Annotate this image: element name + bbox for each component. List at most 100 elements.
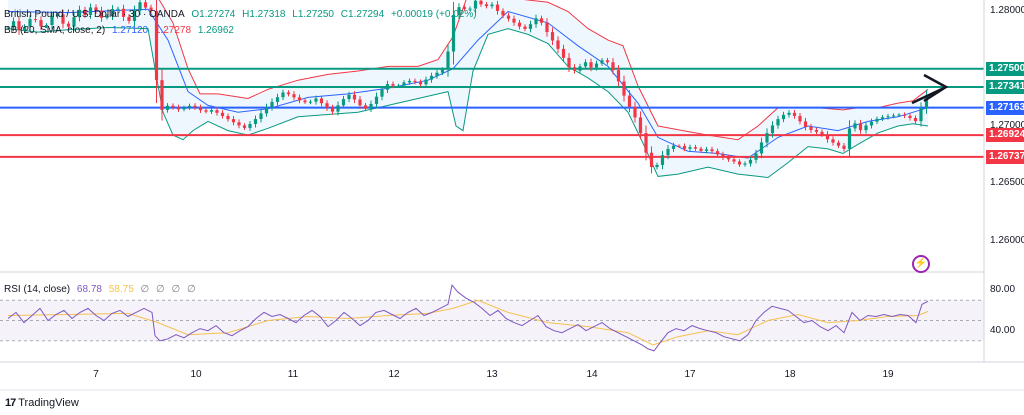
candle-body — [660, 155, 665, 165]
time-tick-label: 13 — [486, 369, 498, 380]
candle-body — [721, 154, 725, 158]
candle-body — [754, 153, 758, 160]
rsi-ma-value: 58.75 — [108, 284, 134, 295]
candle-body — [534, 18, 538, 25]
candle-body — [44, 25, 49, 27]
candle-body — [820, 131, 824, 135]
logo-mark: 17 — [5, 397, 16, 409]
candle-body — [677, 145, 681, 147]
candle-body — [776, 119, 780, 126]
candle-body — [627, 95, 632, 107]
candle-body — [176, 107, 181, 110]
bb-lower-line — [7, 26, 929, 179]
arrow-right-icon — [911, 73, 949, 105]
candle-body — [308, 101, 313, 103]
candle-body — [688, 147, 692, 149]
candle-body — [105, 16, 109, 18]
candle-body — [22, 26, 27, 31]
candle-body — [363, 105, 368, 109]
candle-body — [435, 72, 439, 76]
rsi-tick-label: 40.00 — [990, 324, 1016, 336]
change-value: +0.00019 (+0.02%) — [390, 9, 477, 20]
candle-body — [281, 92, 285, 98]
candle-body — [594, 63, 599, 68]
candle-body — [220, 112, 225, 116]
candle-body — [66, 23, 71, 27]
tradingview-logo[interactable]: 17 TradingView — [5, 397, 79, 409]
candle-body — [116, 8, 120, 10]
candle-body — [28, 19, 32, 27]
candle-body — [825, 134, 830, 140]
candle-body — [919, 108, 923, 122]
candle-body — [649, 152, 654, 168]
candle-body — [424, 79, 428, 85]
candle-body — [182, 107, 186, 110]
candle-body — [765, 133, 769, 143]
candle-body — [638, 117, 643, 134]
candle-body — [655, 164, 659, 168]
rsi-placeholder: ∅ — [187, 284, 196, 295]
candle-body — [891, 115, 896, 117]
candle-body — [374, 96, 379, 104]
candle-body — [154, 10, 159, 81]
candle-body — [913, 117, 918, 122]
candle-body — [908, 115, 912, 118]
time-tick-label: 11 — [287, 369, 299, 380]
rsi-label: RSI (14, close) — [4, 284, 71, 295]
candle-body — [512, 18, 516, 23]
lightning-bolt-icon[interactable]: ⚡ — [912, 255, 930, 273]
rsi-line — [7, 283, 929, 352]
high-value: H1.27318 — [242, 9, 286, 20]
rsi-placeholder: ∅ — [171, 284, 181, 295]
candle-body — [143, 2, 148, 8]
candle-body — [710, 149, 714, 152]
logo-text: TradingView — [18, 397, 79, 409]
candle-body — [501, 10, 505, 16]
candle-body — [418, 81, 423, 85]
candle-body — [853, 123, 857, 129]
candle-body — [622, 81, 626, 96]
candle-body — [270, 101, 274, 108]
bb-legend: BB (20, SMA, close, 2) 1.27120 1.27278 1… — [4, 25, 238, 36]
candle-body — [699, 148, 703, 151]
candle-body — [842, 145, 846, 149]
bb-basis-line — [7, 8, 929, 159]
candle-body — [451, 15, 456, 52]
candle-body — [567, 57, 571, 68]
candle-body — [737, 161, 742, 165]
candle-body — [99, 10, 104, 18]
price-tick-label: 1.28000 — [990, 5, 1024, 17]
candle-body — [149, 7, 153, 11]
candle-body — [836, 142, 841, 146]
low-value: L1.27250 — [292, 9, 334, 20]
candle-body — [204, 110, 208, 112]
candle-body — [402, 82, 406, 86]
candle-body — [407, 80, 412, 83]
candle-body — [336, 105, 340, 112]
candle-body — [875, 118, 879, 122]
candle-body — [380, 89, 384, 97]
candle-body — [88, 7, 93, 15]
rsi-placeholder: ∅ — [156, 284, 165, 295]
candle-body — [429, 75, 434, 80]
candle-body — [897, 114, 901, 116]
level-price-tag: 1.26737 — [986, 149, 1024, 164]
candle-body — [319, 98, 324, 104]
candle-body — [72, 17, 76, 27]
candle-body — [358, 99, 362, 106]
candle-body — [171, 105, 175, 108]
candle-body — [528, 24, 533, 29]
candle-body — [193, 105, 197, 108]
candle-body — [781, 114, 786, 120]
bb-fill — [8, 0, 928, 178]
candle-body — [539, 18, 544, 23]
time-tick-label: 7 — [93, 369, 99, 380]
candle-body — [858, 123, 863, 131]
candle-body — [297, 97, 302, 101]
candle-body — [303, 100, 307, 103]
chart-legend: British Pound / U.S. Dollar · 30 · OANDA… — [4, 9, 481, 20]
candle-body — [803, 121, 808, 127]
candle-body — [572, 67, 577, 71]
candle-body — [561, 48, 566, 58]
